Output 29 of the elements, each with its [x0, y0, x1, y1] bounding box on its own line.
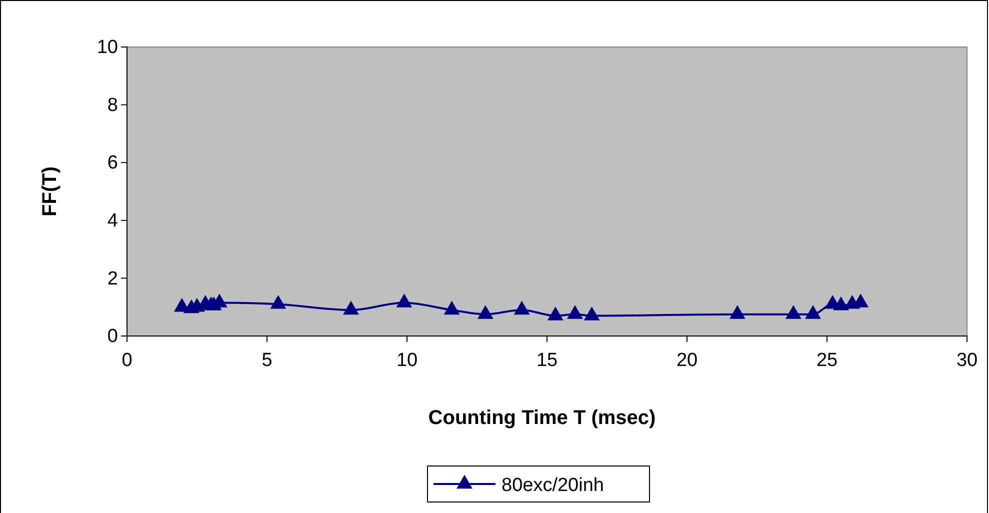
x-tick-label: 30	[956, 350, 978, 371]
point	[514, 300, 530, 315]
x-axis-title: Counting Time T (msec)	[428, 407, 656, 429]
point	[833, 296, 849, 310]
x-tick-label: 20	[676, 350, 698, 371]
point	[785, 305, 802, 319]
y-axis-title: FF(T)	[39, 166, 61, 216]
y-tick-label: 2	[107, 268, 118, 290]
y-tick-label: 0	[107, 326, 118, 348]
y-tick-label: 4	[107, 210, 118, 232]
x-tick-label: 25	[816, 350, 838, 371]
y-tick-label: 8	[107, 94, 118, 116]
point	[547, 306, 564, 320]
point	[584, 306, 600, 320]
x-tick-label: 5	[262, 350, 272, 371]
x-tick-label: 10	[396, 350, 418, 371]
point	[729, 305, 746, 319]
point	[444, 300, 460, 315]
x-tick-label: 15	[536, 350, 558, 371]
point	[343, 300, 359, 315]
point	[270, 295, 286, 309]
y-tick-label: 10	[96, 37, 118, 58]
point	[477, 305, 494, 319]
y-tick-label: 6	[107, 152, 118, 174]
legend-label: 80exc/20inh	[502, 475, 604, 496]
x-tick-label: 0	[122, 350, 132, 371]
point	[805, 305, 821, 319]
point	[567, 305, 583, 319]
point	[396, 294, 412, 308]
